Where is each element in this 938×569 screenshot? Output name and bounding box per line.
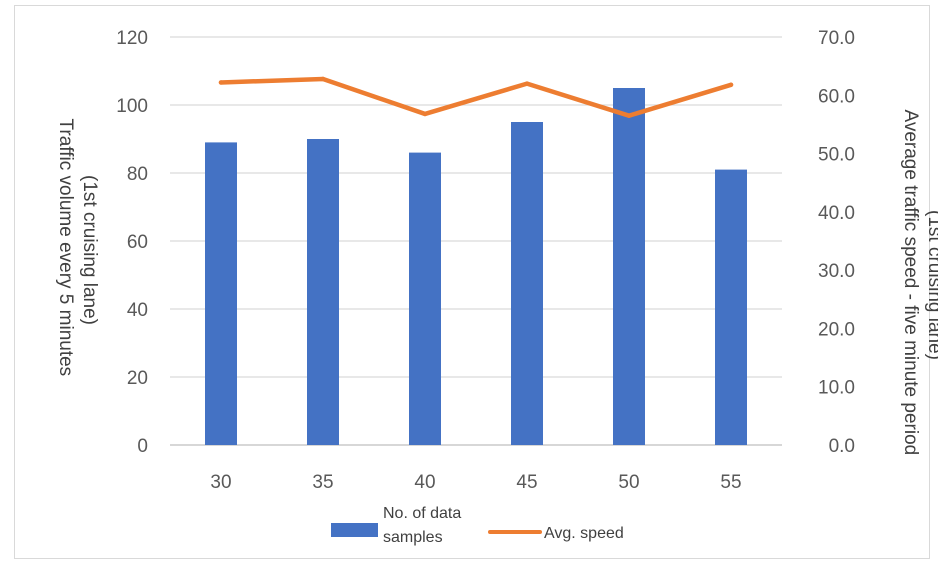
chart-frame — [14, 5, 930, 559]
speed-line — [218, 76, 734, 118]
left-axis-title: Traffic volume every 5 minutes (1st crui… — [55, 119, 100, 382]
legend-bar-label-line-2: samples — [383, 529, 443, 546]
bar — [409, 152, 441, 445]
legend: No. of data samples Avg. speed — [331, 505, 624, 546]
right-axis-title-line-2: (1st cruising lane) — [924, 210, 938, 360]
legend-line-label: Avg. speed — [544, 525, 624, 542]
left-tick-label: 40 — [127, 300, 148, 321]
legend-bar-label: No. of data samples — [383, 505, 466, 546]
right-tick-label: 40.0 — [818, 203, 855, 224]
left-tick-label: 20 — [127, 368, 148, 389]
right-axis-ticks: 0.0 10.0 20.0 30.0 40.0 50.0 60.0 70.0 — [818, 28, 855, 457]
right-tick-label: 20.0 — [818, 319, 855, 340]
left-axis-ticks: 0 20 40 60 80 100 120 — [116, 28, 148, 457]
speed-point — [320, 76, 326, 82]
bar — [205, 142, 237, 445]
bar — [715, 169, 747, 445]
speed-point — [524, 81, 530, 86]
left-tick-label: 80 — [127, 164, 148, 185]
left-tick-label: 120 — [116, 28, 148, 49]
bar — [613, 88, 645, 445]
right-axis-title: Average traffic speed - five minute peri… — [900, 110, 938, 461]
bar — [511, 122, 543, 445]
speed-point — [626, 113, 632, 118]
x-tick-label: 55 — [720, 472, 741, 493]
line-series — [218, 76, 734, 118]
left-tick-label: 60 — [127, 232, 148, 253]
right-axis-title-line-1: Average traffic speed - five minute peri… — [900, 110, 921, 456]
speed-point — [422, 111, 428, 117]
right-tick-label: 60.0 — [818, 86, 855, 107]
left-tick-label: 0 — [137, 436, 148, 457]
bar-series — [205, 88, 747, 445]
right-tick-label: 50.0 — [818, 145, 855, 166]
left-tick-label: 100 — [116, 96, 148, 117]
right-tick-label: 30.0 — [818, 261, 855, 282]
x-tick-label: 50 — [618, 472, 639, 493]
bar — [307, 139, 339, 445]
x-tick-label: 40 — [414, 472, 435, 493]
left-axis-title-line-2: (1st cruising lane) — [79, 175, 100, 325]
x-tick-label: 45 — [516, 472, 537, 493]
speed-point — [728, 82, 734, 87]
left-axis-title-line-1: Traffic volume every 5 minutes — [55, 119, 76, 377]
x-tick-label: 35 — [312, 472, 333, 493]
speed-point — [218, 80, 224, 85]
right-tick-label: 10.0 — [818, 378, 855, 399]
right-tick-label: 0.0 — [829, 436, 855, 457]
gridlines — [170, 36, 782, 446]
legend-bar-swatch — [331, 523, 378, 537]
x-axis-ticks: 30 35 40 45 50 55 — [210, 472, 741, 493]
x-tick-label: 30 — [210, 472, 231, 493]
right-tick-label: 70.0 — [818, 28, 855, 49]
legend-bar-label-line-1: No. of data — [383, 505, 461, 522]
